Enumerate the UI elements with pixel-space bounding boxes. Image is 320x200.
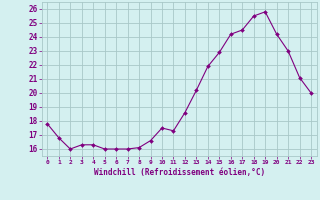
X-axis label: Windchill (Refroidissement éolien,°C): Windchill (Refroidissement éolien,°C) [94,168,265,177]
